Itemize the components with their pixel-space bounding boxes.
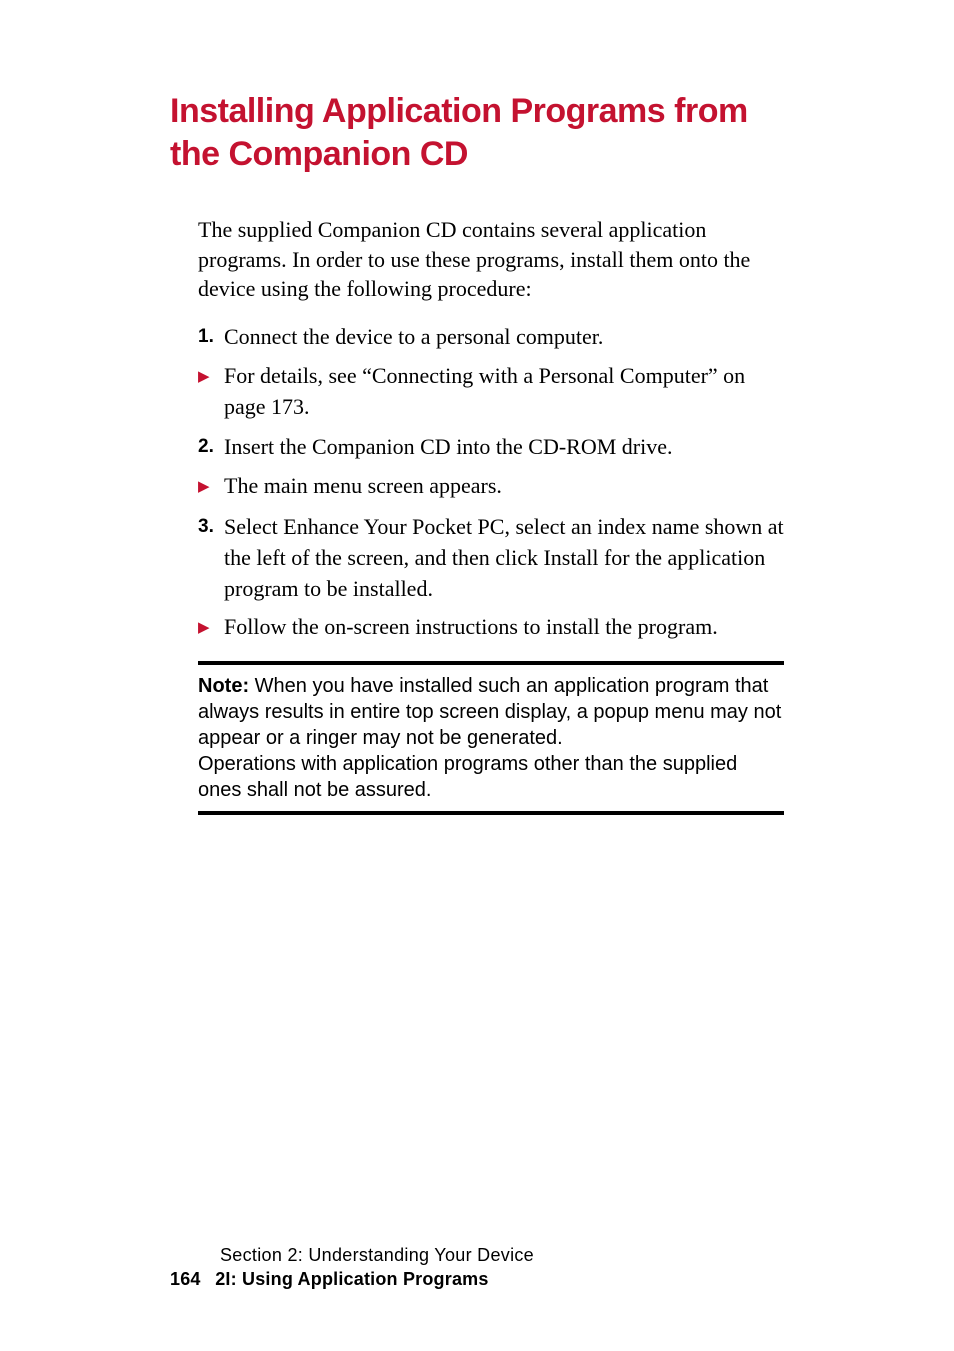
step-item: 2. Insert the Companion CD into the CD-R… (198, 432, 784, 463)
step-sub-item: ▶ Follow the on-screen instructions to i… (198, 612, 784, 643)
step-number-1: 1. (198, 322, 224, 351)
section-heading: Installing Application Programs from the… (170, 90, 784, 175)
step-sub-text-3: Follow the on-screen instructions to ins… (224, 612, 784, 643)
step-sub-text-1: For details, see “Connecting with a Pers… (224, 361, 784, 423)
step-item: 1. Connect the device to a personal comp… (198, 322, 784, 353)
footer-section-line: Section 2: Understanding Your Device (220, 1244, 534, 1267)
triangle-bullet-icon: ▶ (198, 612, 224, 639)
footer-chapter-line: 164 2I: Using Application Programs (170, 1268, 534, 1291)
procedure-steps: 1. Connect the device to a personal comp… (198, 322, 784, 643)
triangle-bullet-icon: ▶ (198, 361, 224, 388)
note-label: Note: (198, 675, 249, 697)
step-sub-item: ▶ The main menu screen appears. (198, 471, 784, 502)
step-text-1: Connect the device to a personal compute… (224, 322, 784, 353)
note-top-rule (198, 661, 784, 665)
note-paragraph-2: Operations with application programs oth… (198, 753, 737, 801)
step-sub-text-2: The main menu screen appears. (224, 471, 784, 502)
step-number-3: 3. (198, 512, 224, 541)
document-page: Installing Application Programs from the… (0, 0, 954, 1351)
triangle-bullet-icon: ▶ (198, 471, 224, 498)
intro-paragraph: The supplied Companion CD contains sever… (198, 215, 784, 304)
step-number-2: 2. (198, 432, 224, 461)
step-item: 3. Select Enhance Your Pocket PC, select… (198, 512, 784, 604)
step-text-3: Select Enhance Your Pocket PC, select an… (224, 512, 784, 604)
step-sub-item: ▶ For details, see “Connecting with a Pe… (198, 361, 784, 423)
step-text-2: Insert the Companion CD into the CD-ROM … (224, 432, 784, 463)
note-paragraph-1: When you have installed such an applicat… (198, 675, 781, 749)
footer-page-number: 164 (170, 1268, 210, 1291)
footer-chapter-text: 2I: Using Application Programs (215, 1269, 488, 1289)
page-footer: Section 2: Understanding Your Device 164… (170, 1244, 534, 1291)
note-bottom-rule (198, 811, 784, 815)
note-block: Note: When you have installed such an ap… (198, 673, 784, 803)
